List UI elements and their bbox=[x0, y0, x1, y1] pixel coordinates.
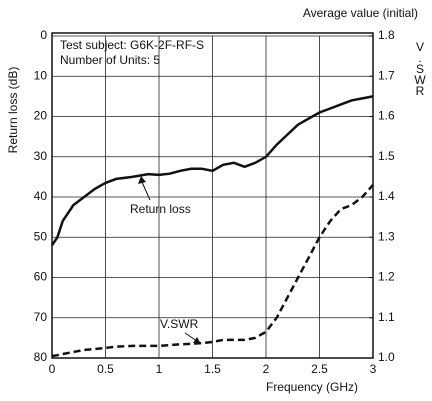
y-tick-label: 50 bbox=[34, 229, 48, 243]
y2-tick-label: 1.6 bbox=[378, 109, 395, 123]
y2-tick-label: 1.0 bbox=[378, 350, 395, 364]
annotation: Number of Units: 5 bbox=[60, 53, 160, 67]
y2-tick-label: 1.7 bbox=[378, 68, 395, 82]
x-tick-label: 2.5 bbox=[311, 362, 328, 376]
series-line bbox=[50, 95, 374, 246]
series-label: Return loss bbox=[130, 202, 191, 216]
y-tick-label: 30 bbox=[34, 149, 48, 163]
y2-tick-label: 1.4 bbox=[378, 189, 395, 203]
y-tick-label: 40 bbox=[34, 189, 48, 203]
arrow bbox=[184, 332, 198, 342]
y2-tick-label: 1.1 bbox=[378, 310, 395, 324]
x-tick-label: 1 bbox=[156, 362, 163, 376]
x-tick-label: 1.5 bbox=[204, 362, 221, 376]
arrow-head bbox=[138, 176, 146, 184]
annotation: Test subject: G6K-2F-RF-S bbox=[60, 38, 204, 52]
y-tick-label: 80 bbox=[34, 350, 48, 364]
y2-tick-label: 1.3 bbox=[378, 229, 395, 243]
y2-tick-label: 1.8 bbox=[378, 28, 395, 42]
y-tick-label: 0 bbox=[40, 28, 47, 42]
x-axis-label: Frequency (GHz) bbox=[266, 380, 358, 394]
y-tick-label: 70 bbox=[34, 310, 48, 324]
y2-tick-label: 1.5 bbox=[378, 149, 395, 163]
y-tick-label: 10 bbox=[34, 68, 48, 82]
y-axis-label: Return loss (dB) bbox=[6, 67, 20, 154]
y-tick-label: 60 bbox=[34, 270, 48, 284]
series-line bbox=[51, 184, 374, 358]
y2-axis-label: V.SWR bbox=[413, 40, 427, 95]
x-tick-label: 0.5 bbox=[97, 362, 114, 376]
x-tick-label: 0 bbox=[49, 362, 56, 376]
y-tick-label: 20 bbox=[34, 109, 48, 123]
y2-tick-label: 1.2 bbox=[378, 270, 395, 284]
x-tick-label: 2 bbox=[263, 362, 270, 376]
plot-frame bbox=[51, 32, 374, 359]
series-label: V.SWR bbox=[160, 317, 199, 331]
x-tick-label: 3 bbox=[370, 362, 377, 376]
subtitle: Average value (initial) bbox=[303, 6, 418, 20]
